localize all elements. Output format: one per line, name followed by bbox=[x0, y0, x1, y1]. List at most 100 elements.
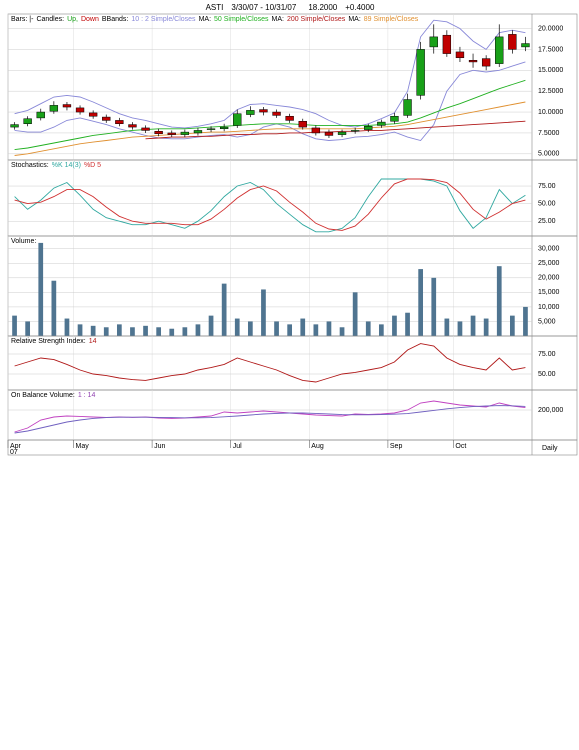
candle-body bbox=[75, 107, 85, 113]
volume-bar bbox=[90, 325, 96, 336]
y-tick-label: 25,000 bbox=[538, 260, 560, 267]
y-tick-label: 75.00 bbox=[538, 351, 556, 358]
volume-bar bbox=[326, 321, 332, 336]
candle-body bbox=[128, 124, 137, 128]
volume-bar bbox=[169, 328, 175, 336]
legend-item: 200 Simple/Closes bbox=[287, 16, 346, 23]
volume-bar bbox=[234, 318, 240, 336]
legend: Volume: bbox=[11, 238, 36, 245]
volume-bar bbox=[418, 269, 424, 336]
candle-body bbox=[180, 131, 190, 135]
volume-bar bbox=[130, 327, 135, 336]
candle-body bbox=[10, 124, 19, 128]
panel-frame bbox=[7, 159, 578, 237]
legend-item: 1 : 14 bbox=[78, 392, 96, 399]
candle-body bbox=[285, 115, 294, 121]
candle-body bbox=[311, 127, 321, 134]
x-tick-label: May bbox=[76, 443, 90, 450]
candle-body bbox=[364, 126, 373, 130]
y-tick-label: 5.0000 bbox=[538, 151, 560, 158]
y-tick-label: 10.0000 bbox=[538, 109, 563, 116]
candle-body bbox=[167, 132, 176, 135]
volume-bar bbox=[156, 327, 162, 336]
legend-item: Stochastics: bbox=[11, 162, 49, 169]
volume-bar bbox=[405, 312, 410, 336]
legend-item: %K 14(3) bbox=[52, 162, 81, 169]
y-tick-label: 50.00 bbox=[538, 371, 556, 378]
candle-body bbox=[521, 43, 530, 48]
volume-bar bbox=[182, 327, 188, 336]
x-tick-label: Jun bbox=[154, 443, 165, 450]
candle-body bbox=[403, 99, 412, 116]
volume-bar bbox=[470, 315, 476, 336]
volume-bar bbox=[274, 321, 279, 336]
candle-body bbox=[259, 109, 268, 113]
candle-body bbox=[481, 58, 491, 67]
legend-item: Relative Strength Index: bbox=[11, 338, 86, 345]
volume-bar bbox=[38, 242, 44, 336]
legend-item: MA: bbox=[199, 16, 212, 23]
line-series bbox=[14, 405, 526, 434]
candle-body bbox=[508, 34, 517, 50]
y-tick-label: 50.00 bbox=[538, 200, 556, 207]
x-tick-label: Apr bbox=[10, 443, 22, 450]
legend-item: MA: bbox=[271, 16, 284, 23]
y-tick-label: 15.0000 bbox=[538, 67, 563, 74]
legend: Stochastics: %K 14(3) %D 5 bbox=[11, 162, 101, 169]
legend-item: 14 bbox=[89, 338, 97, 345]
volume-bar bbox=[523, 306, 528, 336]
y-tick-label: 5,000 bbox=[538, 318, 556, 325]
line-series bbox=[14, 178, 526, 231]
volume-bar bbox=[378, 324, 384, 336]
volume-bar bbox=[51, 280, 57, 336]
line-series bbox=[14, 178, 526, 233]
volume-bar bbox=[116, 324, 122, 336]
candle-body bbox=[62, 104, 72, 108]
candle-body bbox=[233, 113, 242, 126]
y-tick-label: 20,000 bbox=[538, 275, 560, 282]
y-tick-label: 15,000 bbox=[538, 289, 560, 296]
candle-body bbox=[390, 115, 399, 122]
volume-bar bbox=[103, 327, 109, 336]
symbol: ASTI bbox=[206, 3, 224, 12]
volume-bar bbox=[208, 315, 214, 336]
line-series bbox=[14, 101, 526, 156]
candle-body bbox=[416, 49, 425, 96]
legend-item: On Balance Volume: bbox=[11, 392, 75, 399]
volume-bar bbox=[496, 266, 502, 336]
volume-bar bbox=[261, 289, 266, 336]
y-tick-label: 30,000 bbox=[538, 246, 560, 253]
volume-bar bbox=[457, 321, 463, 336]
candle-body bbox=[141, 127, 150, 131]
candle-body bbox=[442, 34, 452, 54]
line-series bbox=[14, 19, 526, 129]
y-tick-label: 200,000 bbox=[538, 407, 563, 414]
volume-bar bbox=[247, 321, 253, 336]
legend-item: %D 5 bbox=[84, 162, 101, 169]
candle-body bbox=[206, 128, 216, 130]
legend: Relative Strength Index: 14 bbox=[11, 338, 97, 345]
candle-body bbox=[36, 111, 45, 119]
volume-bar bbox=[300, 318, 306, 336]
y-tick-label: 75.00 bbox=[538, 183, 556, 190]
y-tick-label: 17.5000 bbox=[538, 46, 563, 53]
candle-body bbox=[455, 51, 465, 59]
last-price: 18.2000 bbox=[308, 3, 337, 12]
x-tick-label: Jul bbox=[233, 443, 242, 450]
volume-bar bbox=[392, 315, 397, 336]
line-series bbox=[145, 120, 526, 140]
legend-item: Up, bbox=[67, 16, 78, 23]
panel-frame bbox=[7, 13, 578, 161]
candle-body bbox=[468, 60, 478, 63]
candle-body bbox=[23, 118, 32, 125]
volume-bar bbox=[77, 324, 83, 336]
candle-body bbox=[88, 112, 98, 117]
legend: Bars: |- Candles: Up, Down BBands: 10 : 2 Sim… bbox=[11, 16, 419, 23]
x-tick-label: Sep bbox=[390, 443, 403, 450]
panel-frame bbox=[7, 235, 578, 337]
line-series bbox=[14, 61, 526, 142]
volume-bar bbox=[444, 318, 450, 336]
y-tick-label: 20.0000 bbox=[538, 25, 563, 32]
line-series bbox=[14, 343, 526, 383]
year-label: 07 bbox=[10, 449, 18, 456]
